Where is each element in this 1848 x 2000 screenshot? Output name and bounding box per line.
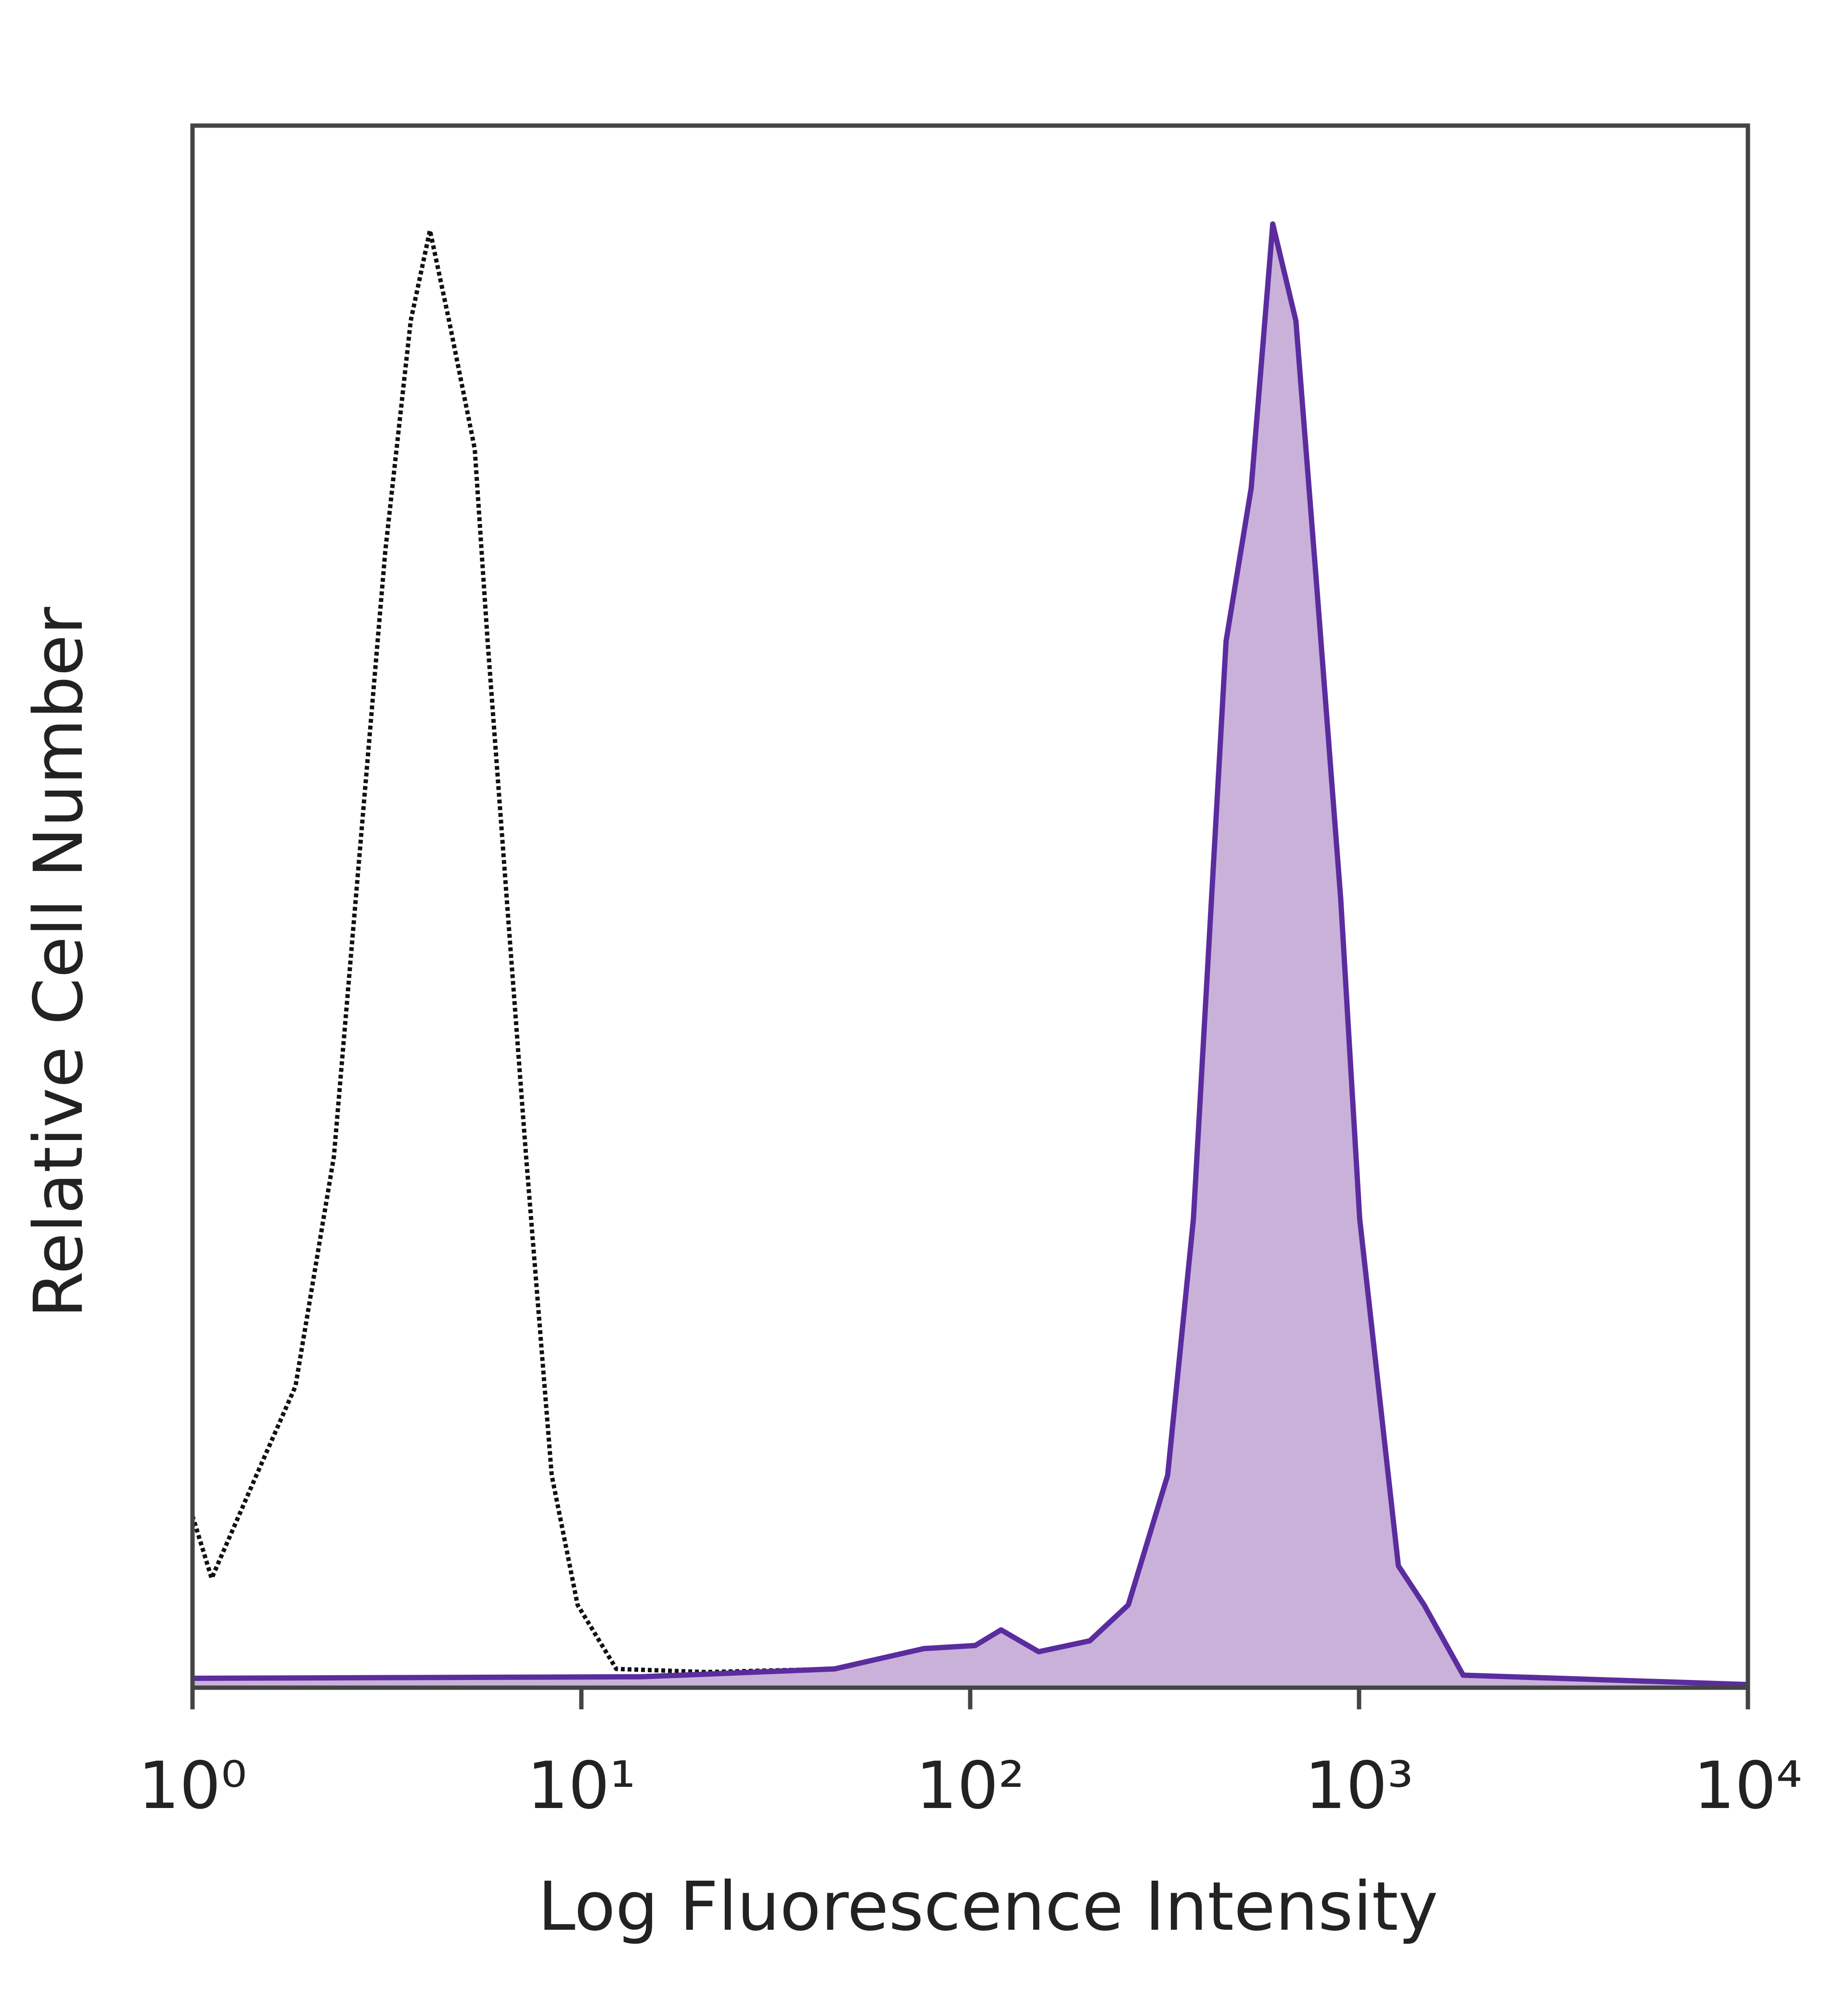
x-axis-title: Log Fluorescence Intensity [538,1868,1438,1946]
histogram-line [190,228,1748,1687]
x-tick-label: 10⁴ [1694,1748,1802,1823]
x-tick-label: 10¹ [527,1748,636,1823]
area [192,224,1748,1688]
x-tick-label: 10³ [1305,1748,1413,1823]
x-tick-label: 10² [916,1748,1025,1823]
y-axis-title: Relative Cell Number [20,607,98,1318]
histogram-line [192,221,1748,1687]
x-tick-label: 10⁰ [138,1748,247,1823]
plot-frame [190,123,1750,1690]
